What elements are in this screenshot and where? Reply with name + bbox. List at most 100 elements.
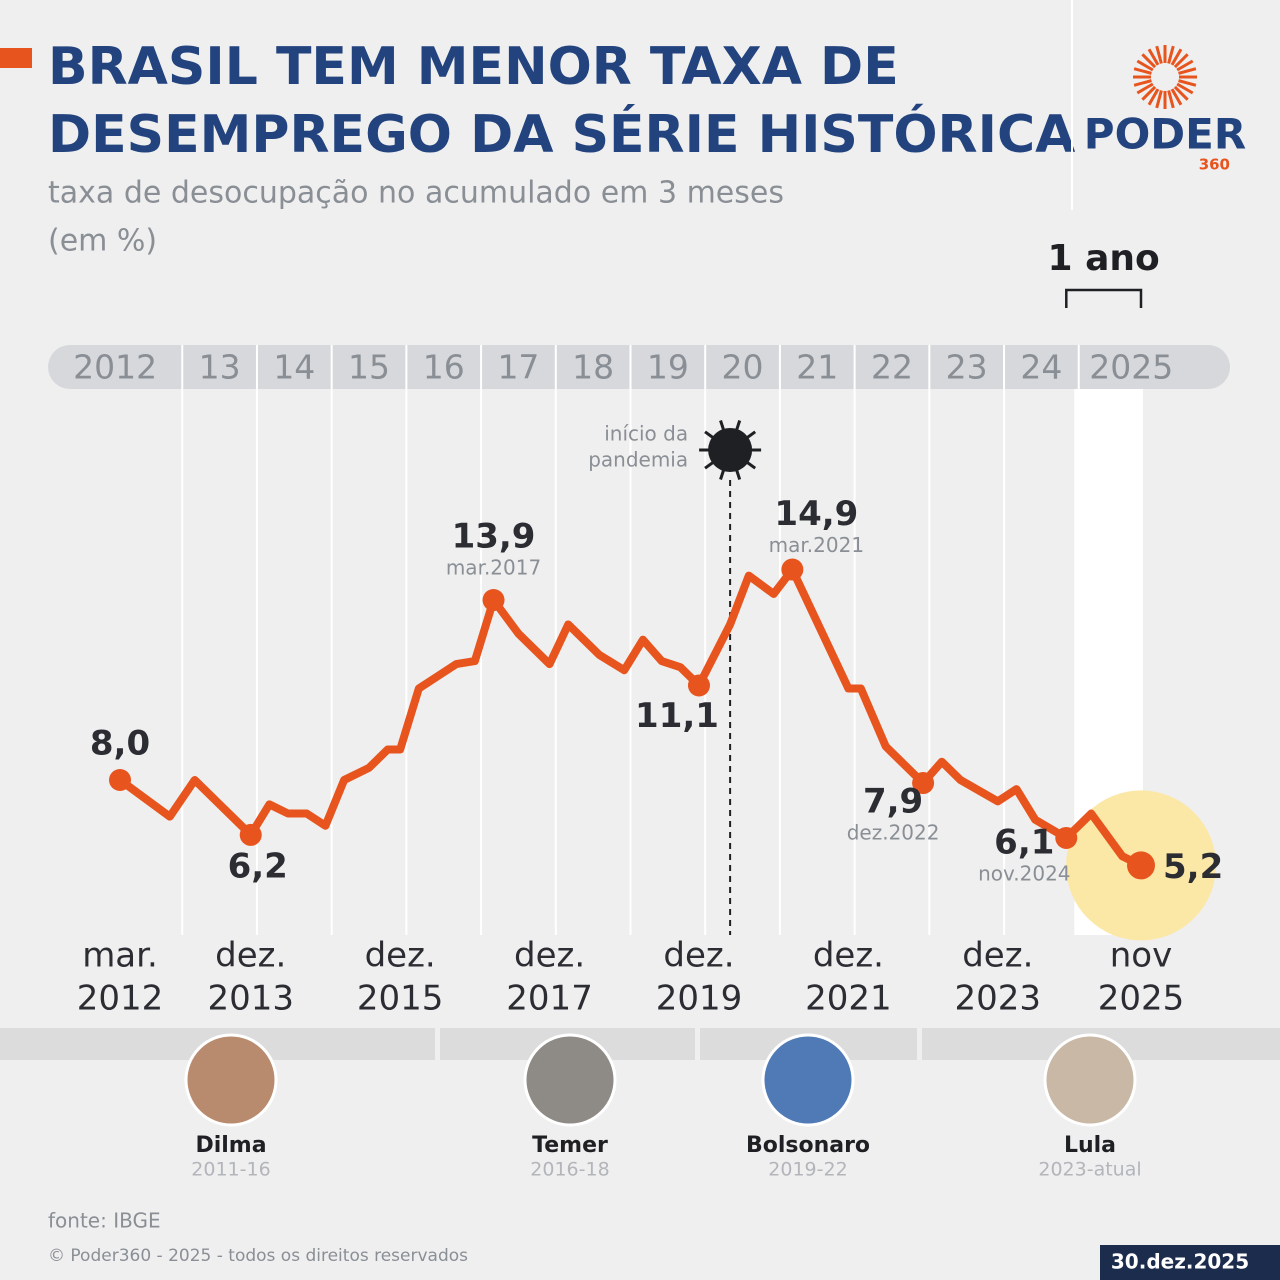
- president-term: 2019-22: [768, 1159, 847, 1181]
- year-label: 14: [273, 348, 315, 387]
- x-tick-label: dez.: [365, 936, 436, 976]
- x-tick-label: dez.: [813, 936, 884, 976]
- logo-ray: [1167, 45, 1175, 64]
- highlight-label: 1 ano: [1048, 238, 1160, 279]
- x-tick-label: nov: [1110, 936, 1172, 976]
- logo-ray: [1147, 48, 1160, 66]
- accent: [0, 48, 32, 68]
- date-box: [1100, 1245, 1280, 1280]
- logo-ray: [1173, 53, 1189, 69]
- virus-spike: [704, 430, 715, 440]
- highlight-bracket: [1065, 288, 1143, 308]
- date-label: mar.2021: [769, 533, 864, 557]
- virus-icon: [708, 428, 753, 472]
- x-tick-label: dez.: [663, 936, 734, 976]
- date-label: nov.2024: [978, 861, 1070, 885]
- year-label: 16: [423, 348, 465, 387]
- value-label: 6,2: [228, 846, 288, 886]
- x-tick-label: 2023: [955, 979, 1042, 1019]
- year-label: 24: [1020, 348, 1062, 387]
- logo-ray: [1141, 85, 1157, 101]
- point: [239, 823, 262, 846]
- copyright: © Poder360 - 2025 - todos os direitos re…: [48, 1246, 468, 1266]
- logo-ray: [1155, 45, 1163, 64]
- date-label: dez.2022: [847, 821, 940, 845]
- virus-spike: [734, 420, 742, 432]
- portrait: [1043, 1033, 1137, 1127]
- x-tick-label: 2021: [805, 979, 892, 1019]
- virus-spike: [719, 420, 726, 432]
- year-band: [48, 345, 1230, 389]
- x-tick-label: mar.: [82, 936, 158, 976]
- value-label: 6,1: [994, 822, 1054, 862]
- year-label: 2025: [1089, 348, 1173, 387]
- logo-ray: [1167, 90, 1175, 109]
- portrait: [523, 1033, 617, 1127]
- logo-ray: [1170, 88, 1183, 106]
- logo-ray: [1133, 67, 1152, 75]
- year-label: 22: [871, 348, 913, 387]
- year-label: 20: [722, 348, 764, 387]
- subtitle: (em %): [48, 224, 157, 259]
- title: BRASIL TEM MENOR TAXA DE: [48, 37, 899, 97]
- logo-number: 360: [1199, 156, 1230, 174]
- logo-ray: [1147, 88, 1160, 106]
- president-name: Lula: [1064, 1133, 1116, 1158]
- x-tick-label: 2025: [1098, 979, 1185, 1019]
- point: [1055, 826, 1078, 849]
- value-label: 14,9: [774, 494, 858, 534]
- virus-spike: [734, 468, 742, 480]
- source: fonte: IBGE: [48, 1209, 161, 1233]
- logo-ray: [1173, 85, 1189, 101]
- point: [781, 558, 804, 581]
- point: [912, 772, 935, 795]
- value-label: 11,1: [635, 696, 719, 736]
- value-label: 8,0: [90, 724, 150, 764]
- portrait: [184, 1033, 278, 1127]
- subtitle: taxa de desocupação no acumulado em 3 me…: [48, 176, 784, 211]
- point: [482, 589, 505, 612]
- logo-ray: [1176, 59, 1194, 72]
- x-tick-label: dez.: [215, 936, 286, 976]
- logo-ray: [1136, 82, 1154, 95]
- year-label: 21: [796, 348, 838, 387]
- x-tick-label: dez.: [962, 936, 1033, 976]
- president-name: Bolsonaro: [746, 1133, 870, 1158]
- x-tick-label: 2012: [77, 979, 164, 1019]
- date-label: mar.2017: [446, 556, 541, 580]
- virus-spike: [745, 430, 757, 440]
- president-name: Temer: [532, 1133, 608, 1158]
- logo-ray: [1178, 67, 1197, 75]
- x-tick-label: 2017: [506, 979, 593, 1019]
- year-label: 19: [647, 348, 689, 387]
- president-name: Dilma: [195, 1133, 266, 1158]
- portrait: [761, 1033, 855, 1127]
- point: [109, 769, 131, 791]
- pandemic-label: pandemia: [588, 448, 688, 472]
- year-label: 15: [348, 348, 390, 387]
- year-label: 13: [199, 348, 241, 387]
- logo-ray: [1133, 79, 1152, 87]
- x-tick-label: 2013: [207, 979, 294, 1019]
- year-label: 2012: [73, 348, 157, 387]
- x-tick-label: dez.: [514, 936, 585, 976]
- logo-icon: [1133, 45, 1197, 109]
- year-label: 17: [497, 348, 539, 387]
- value-label: 7,9: [863, 782, 923, 822]
- x-tick-label: 2015: [357, 979, 444, 1019]
- value-label: 5,2: [1163, 847, 1223, 887]
- logo-name: PODER: [1084, 110, 1246, 159]
- logo-ray: [1176, 82, 1194, 95]
- title: DESEMPREGO DA SÉRIE HISTÓRICA: [48, 103, 1075, 165]
- logo-ray: [1155, 90, 1163, 109]
- virus-spike: [745, 460, 757, 470]
- logo-ray: [1178, 79, 1197, 87]
- logo-ray: [1170, 48, 1183, 66]
- point: [1127, 851, 1155, 880]
- virus-spike: [704, 460, 715, 470]
- virus-spike: [719, 468, 726, 480]
- x-tick-label: 2019: [656, 979, 743, 1019]
- president-term: 2023-atual: [1038, 1159, 1141, 1181]
